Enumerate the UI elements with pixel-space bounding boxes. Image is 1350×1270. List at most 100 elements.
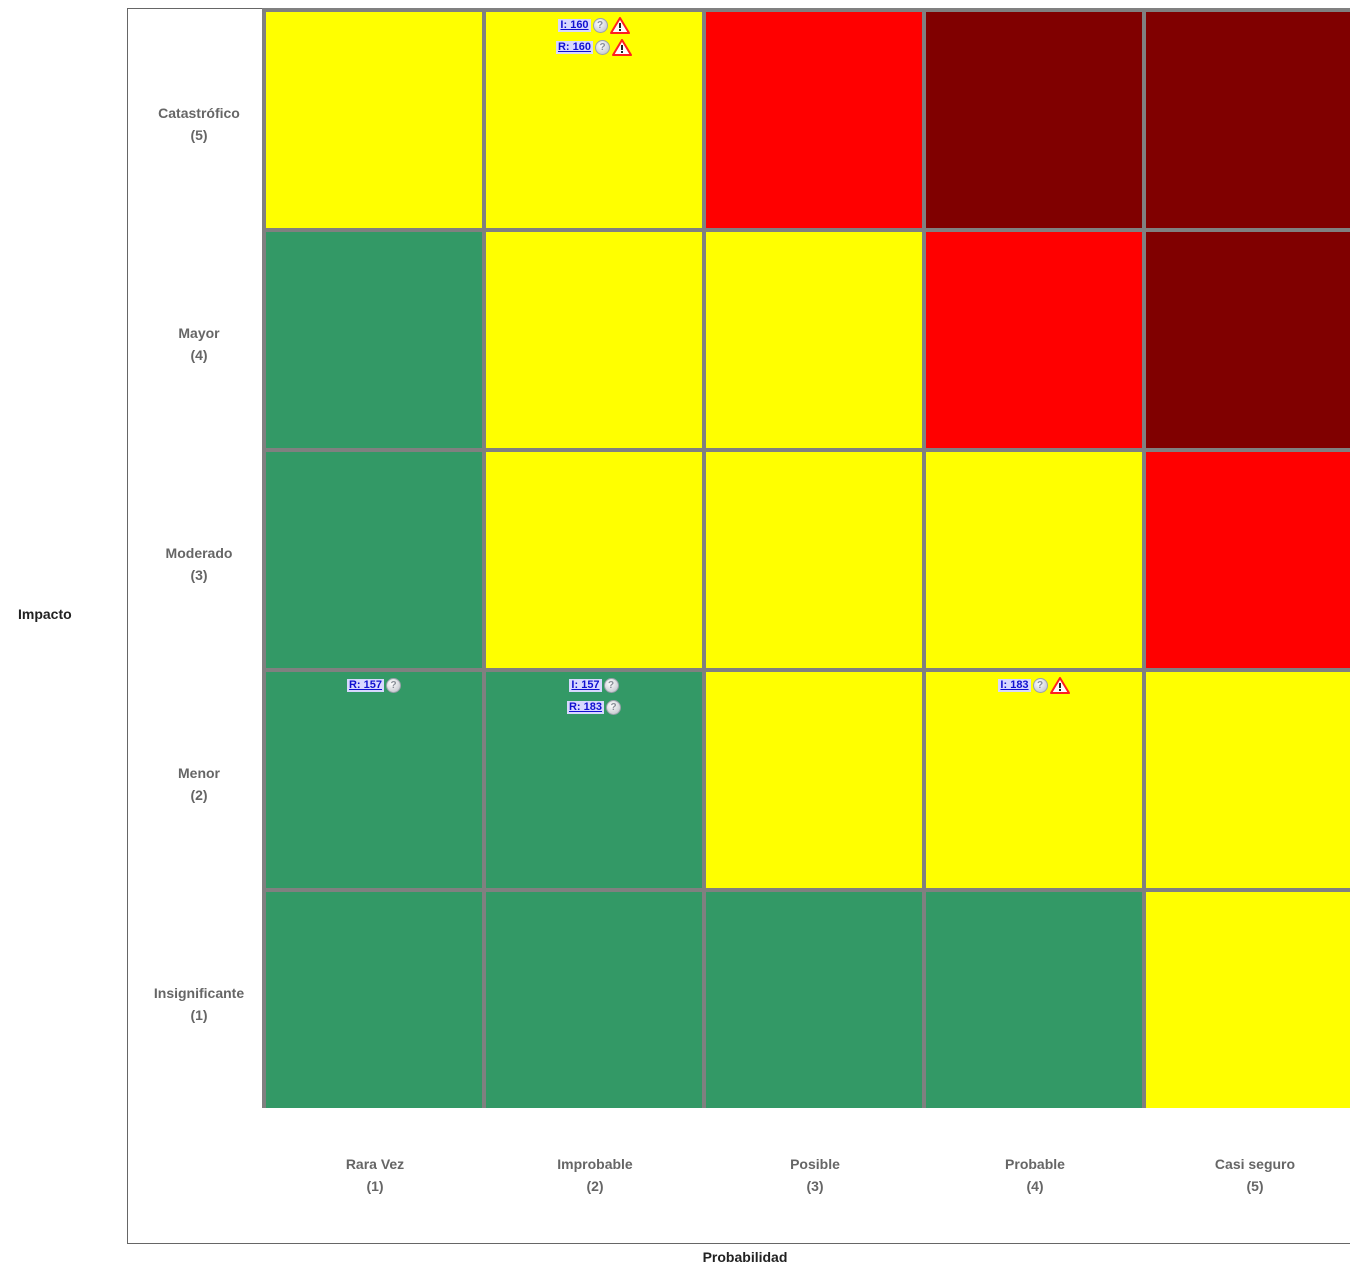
x-tick-name: Casi seguro bbox=[1214, 1156, 1296, 1172]
matrix-cell bbox=[266, 892, 482, 1108]
y-tick-label: Catastrófico (5) bbox=[135, 102, 263, 146]
matrix-cell bbox=[266, 452, 482, 668]
cell-markers: I: 157? R: 183? bbox=[486, 672, 702, 718]
y-tick-label: Moderado (3) bbox=[135, 542, 263, 586]
matrix-cell bbox=[926, 452, 1142, 668]
cell-markers bbox=[706, 672, 922, 674]
y-tick-level: (1) bbox=[190, 1007, 208, 1023]
cell-markers bbox=[1146, 452, 1350, 454]
matrix-cell bbox=[706, 232, 922, 448]
risk-marker-link[interactable]: I: 160 bbox=[558, 18, 591, 32]
risk-marker: R: 157? bbox=[266, 674, 482, 696]
y-tick-name: Moderado bbox=[165, 545, 233, 561]
info-icon[interactable]: ? bbox=[386, 677, 402, 693]
cell-markers bbox=[1146, 12, 1350, 14]
x-tick-label: Casi seguro (5) bbox=[1146, 1153, 1350, 1197]
y-tick-name: Catastrófico bbox=[158, 105, 240, 121]
cell-markers bbox=[1146, 892, 1350, 894]
cell-markers bbox=[1146, 672, 1350, 674]
matrix-cell: I: 183? bbox=[926, 672, 1142, 888]
cell-markers bbox=[706, 12, 922, 14]
cell-markers bbox=[486, 452, 702, 454]
x-tick-name: Posible bbox=[790, 1156, 840, 1172]
cell-markers bbox=[926, 452, 1142, 454]
warning-icon bbox=[612, 38, 633, 56]
cell-markers: I: 160? R: 160? bbox=[486, 12, 702, 58]
x-tick-name: Rara Vez bbox=[345, 1156, 405, 1172]
info-icon[interactable]: ? bbox=[606, 699, 622, 715]
matrix-cell: I: 157? R: 183? bbox=[486, 672, 702, 888]
y-tick-name: Mayor bbox=[178, 325, 220, 341]
matrix-cell bbox=[926, 892, 1142, 1108]
cell-markers bbox=[706, 892, 922, 894]
matrix-cell bbox=[706, 672, 922, 888]
x-tick-label: Rara Vez (1) bbox=[266, 1153, 484, 1197]
cell-markers: R: 157? bbox=[266, 672, 482, 696]
matrix-cell bbox=[486, 892, 702, 1108]
info-icon[interactable]: ? bbox=[1032, 677, 1048, 693]
cell-markers bbox=[706, 452, 922, 454]
y-tick-level: (3) bbox=[190, 567, 208, 583]
matrix-cell bbox=[1146, 232, 1350, 448]
x-tick-name: Improbable bbox=[557, 1156, 633, 1172]
x-tick-level: (5) bbox=[1246, 1178, 1264, 1194]
y-tick-label: Mayor (4) bbox=[135, 322, 263, 366]
x-axis-title: Probabilidad bbox=[702, 1249, 788, 1265]
risk-marker-link[interactable]: R: 157 bbox=[346, 678, 385, 692]
info-icon[interactable]: ? bbox=[603, 677, 619, 693]
x-tick-label: Posible (3) bbox=[706, 1153, 924, 1197]
risk-marker: I: 160? bbox=[486, 14, 702, 36]
warning-icon bbox=[1049, 676, 1070, 694]
matrix-cell: R: 157? bbox=[266, 672, 482, 888]
x-tick-level: (2) bbox=[586, 1178, 604, 1194]
matrix-cell bbox=[1146, 12, 1350, 228]
x-tick-level: (1) bbox=[366, 1178, 384, 1194]
risk-marker: I: 157? bbox=[486, 674, 702, 696]
cell-markers bbox=[266, 892, 482, 894]
info-icon[interactable]: ? bbox=[592, 17, 608, 33]
y-tick-name: Menor bbox=[178, 765, 220, 781]
y-tick-label: Insignificante (1) bbox=[135, 982, 263, 1026]
matrix-cell bbox=[926, 232, 1142, 448]
cell-markers: I: 183? bbox=[926, 672, 1142, 696]
risk-matrix-grid: I: 160? R: 160? R: 157? I: 157? R: 183? I: 18… bbox=[262, 8, 1350, 1108]
cell-markers bbox=[486, 892, 702, 894]
x-tick-level: (3) bbox=[806, 1178, 824, 1194]
cell-markers bbox=[926, 12, 1142, 14]
risk-marker: R: 183? bbox=[486, 696, 702, 718]
y-tick-label: Menor (2) bbox=[135, 762, 263, 806]
risk-marker-link[interactable]: R: 160 bbox=[555, 40, 594, 54]
cell-markers bbox=[486, 232, 702, 234]
info-icon[interactable]: ? bbox=[595, 39, 611, 55]
matrix-cell bbox=[706, 12, 922, 228]
cell-markers bbox=[926, 232, 1142, 234]
matrix-cell: I: 160? R: 160? bbox=[486, 12, 702, 228]
cell-markers bbox=[706, 232, 922, 234]
x-tick-label: Probable (4) bbox=[926, 1153, 1144, 1197]
risk-marker: I: 183? bbox=[926, 674, 1142, 696]
cell-markers bbox=[266, 232, 482, 234]
risk-marker: R: 160? bbox=[486, 36, 702, 58]
y-tick-level: (2) bbox=[190, 787, 208, 803]
warning-icon bbox=[609, 16, 630, 34]
cell-markers bbox=[266, 12, 482, 14]
matrix-cell bbox=[706, 892, 922, 1108]
risk-marker-link[interactable]: I: 157 bbox=[569, 678, 602, 692]
y-axis-title: Impacto bbox=[18, 606, 72, 622]
x-tick-name: Probable bbox=[1005, 1156, 1065, 1172]
matrix-cell bbox=[486, 452, 702, 668]
x-tick-level: (4) bbox=[1026, 1178, 1044, 1194]
cell-markers bbox=[1146, 232, 1350, 234]
matrix-cell bbox=[926, 12, 1142, 228]
cell-markers bbox=[266, 452, 482, 454]
matrix-cell bbox=[266, 12, 482, 228]
y-tick-level: (5) bbox=[190, 127, 208, 143]
y-tick-level: (4) bbox=[190, 347, 208, 363]
matrix-cell bbox=[706, 452, 922, 668]
matrix-cell bbox=[1146, 672, 1350, 888]
y-tick-name: Insignificante bbox=[153, 985, 245, 1001]
risk-marker-link[interactable]: I: 183 bbox=[998, 678, 1031, 692]
matrix-cell bbox=[1146, 452, 1350, 668]
risk-marker-link[interactable]: R: 183 bbox=[566, 700, 605, 714]
cell-markers bbox=[926, 892, 1142, 894]
